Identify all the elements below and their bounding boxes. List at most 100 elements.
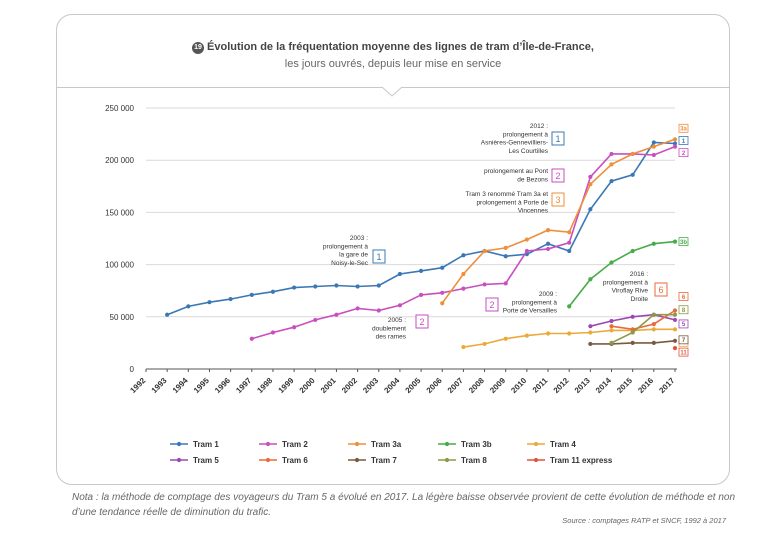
data-point (588, 174, 593, 180)
data-point (567, 304, 572, 309)
data-point (672, 308, 678, 313)
x-tick-label: 2016 (636, 376, 655, 395)
annotation-badge-text: 6 (658, 285, 663, 295)
data-point (609, 328, 614, 333)
series-end-labels: 123a3b4567811 (678, 123, 689, 357)
end-label-text: 5 (682, 322, 686, 328)
series-tram-7 (588, 338, 678, 347)
annotation-badge-box (551, 131, 565, 146)
x-tick-label: 1995 (192, 376, 211, 395)
data-point (313, 284, 318, 289)
annotation: 2009 :prolongement à Porte de Versailles 2 (485, 291, 558, 315)
data-point (609, 162, 614, 167)
end-label-text: 3b (680, 240, 687, 246)
end-label-box (678, 136, 689, 145)
data-point (292, 325, 297, 330)
data-point (482, 282, 487, 287)
data-point (588, 341, 593, 347)
data-point (588, 277, 593, 282)
annotation-line: doublement (372, 325, 406, 332)
data-point (376, 308, 381, 313)
footnote: Nota : la méthode de comptage des voyage… (72, 492, 736, 518)
end-label-11: 11 (678, 347, 689, 357)
series-lines (165, 137, 678, 351)
x-tick-label: 2002 (340, 376, 359, 395)
x-tick-label: 2014 (594, 376, 613, 395)
data-point (672, 327, 678, 332)
data-point (567, 331, 572, 336)
end-label-box (678, 335, 689, 345)
annotation-line: prolongement au Pont (484, 168, 548, 175)
series-tram-1 (165, 140, 678, 317)
legend-swatch-marker (265, 441, 271, 447)
annotation-line: 2003 : (350, 235, 368, 242)
legend-item-tram-5: Tram 5 (170, 456, 219, 465)
x-tick-label: 2011 (531, 376, 550, 395)
series-line (441, 138, 676, 304)
end-label-3a: 3a (678, 123, 689, 133)
data-point (376, 283, 381, 288)
data-point (672, 317, 678, 323)
y-tick-label: 50 000 (110, 313, 135, 322)
annotation-line: 2009 : (539, 291, 557, 298)
chart-subtitle: les jours ouvrés, depuis leur mise en se… (284, 58, 502, 70)
data-point (588, 182, 593, 187)
series-tram-6 (609, 308, 678, 332)
annotation-line: prolongement à Porte de (476, 199, 548, 206)
legend-swatch-marker (444, 457, 450, 463)
annotation: 2005 :doublement des rames 2 (372, 314, 429, 341)
data-point (672, 141, 678, 146)
legend-label: Tram 1 (193, 440, 219, 449)
series-line (568, 240, 676, 307)
end-label-text: 8 (682, 308, 686, 314)
annotation: 2012 :prolongement à Asnières-Gennevillie… (481, 123, 565, 155)
annotation-line: Viroflay Rive (612, 288, 649, 295)
data-point (482, 341, 487, 347)
x-tick-label: 2017 (657, 376, 676, 395)
legend-label: Tram 6 (282, 456, 308, 465)
series-line (611, 313, 675, 344)
header-pointer (381, 86, 403, 97)
data-point (651, 140, 656, 145)
data-point (397, 303, 403, 308)
end-label-text: 11 (680, 350, 687, 356)
data-point (609, 324, 614, 329)
x-tick-label: 1997 (234, 376, 253, 395)
legend-label: Tram 8 (461, 456, 487, 465)
y-tick-label: 150 000 (105, 208, 134, 217)
data-point (249, 336, 254, 341)
x-tick-label: 2013 (573, 376, 592, 395)
x-tick-label: 1994 (171, 376, 190, 395)
x-tick-label: 1999 (277, 376, 296, 395)
end-label-box (678, 148, 689, 158)
annotation-line: Vincennes (518, 208, 549, 215)
annotation-line: des rames (376, 334, 407, 341)
end-label-box (678, 347, 689, 357)
series-tram-3a (440, 137, 678, 306)
data-point (545, 246, 551, 252)
data-point (228, 296, 233, 302)
legend-swatch-marker (176, 457, 182, 463)
data-point (672, 239, 678, 244)
data-point (672, 144, 678, 149)
series-tram-11-express (672, 346, 678, 351)
data-point (609, 178, 614, 184)
legend-item-tram-3b: Tram 3b (438, 440, 492, 449)
data-point (461, 344, 466, 350)
legend-label: Tram 2 (282, 440, 308, 449)
y-tick-label: 200 000 (105, 156, 134, 165)
data-point (334, 312, 339, 317)
data-point (503, 245, 508, 250)
x-tick-label: 2008 (467, 376, 486, 395)
data-point (630, 172, 635, 177)
annotation-badge-box (485, 297, 499, 312)
data-point (567, 240, 572, 245)
data-point (609, 318, 614, 324)
x-tick-label: 2015 (615, 376, 634, 395)
legend-label: Tram 11 express (550, 456, 613, 465)
annotation-badge-box (654, 282, 668, 297)
x-tick-label: 1998 (255, 376, 274, 395)
